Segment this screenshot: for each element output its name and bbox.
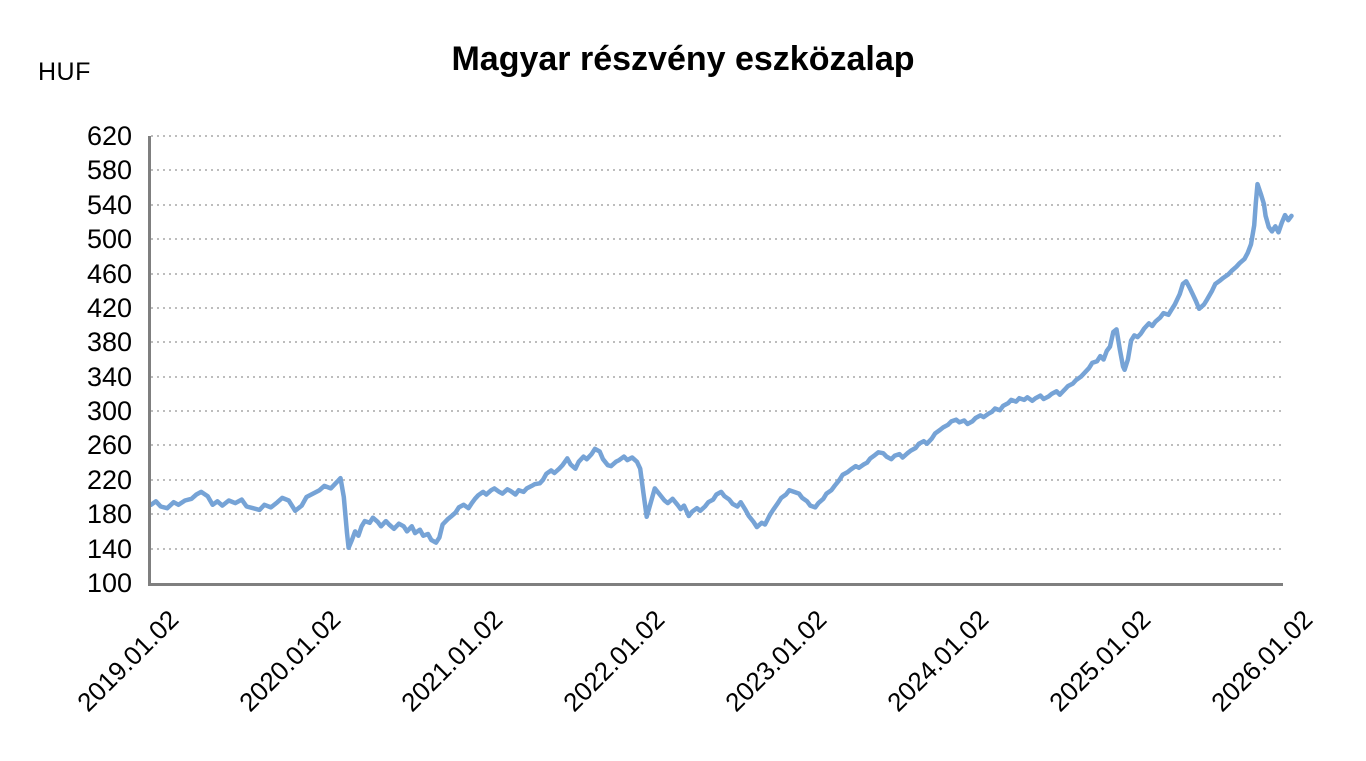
gridline [151,238,1283,241]
chart-title: Magyar részvény eszközalap [451,40,915,78]
y-axis-tick-label: 300 [86,396,132,427]
gridline [151,444,1283,447]
y-axis-tick-label: 620 [86,121,132,151]
y-axis-tick-label: 580 [86,155,132,186]
gridline [151,135,1283,137]
y-axis-tick-label: 340 [86,361,132,392]
gridline [151,203,1283,206]
gridline [151,375,1283,378]
gridline [151,341,1283,344]
gridline [151,169,1283,172]
y-axis-tick-label: 180 [86,499,132,530]
y-axis-tick-label: 420 [86,292,132,323]
y-axis-tick-label: 540 [86,189,132,220]
y-axis-tick-label: 140 [86,533,132,564]
x-axis-line [148,583,1283,586]
gridline [151,272,1283,275]
y-axis-tick-label: 260 [86,430,132,461]
gridline [151,306,1283,309]
gridline [151,478,1283,481]
y-axis-tick-label: 460 [86,258,132,289]
gridline [151,410,1283,413]
y-axis-unit-label: HUF [38,58,91,86]
y-axis-tick-label: 380 [86,327,132,358]
gridline [151,513,1283,516]
y-axis-tick-label: 500 [86,224,132,255]
y-axis-tick-label: 220 [86,464,132,495]
gridline [151,547,1283,550]
y-axis-line [148,136,151,586]
y-axis-tick-label: 100 [86,568,132,598]
price-line [148,181,1294,551]
